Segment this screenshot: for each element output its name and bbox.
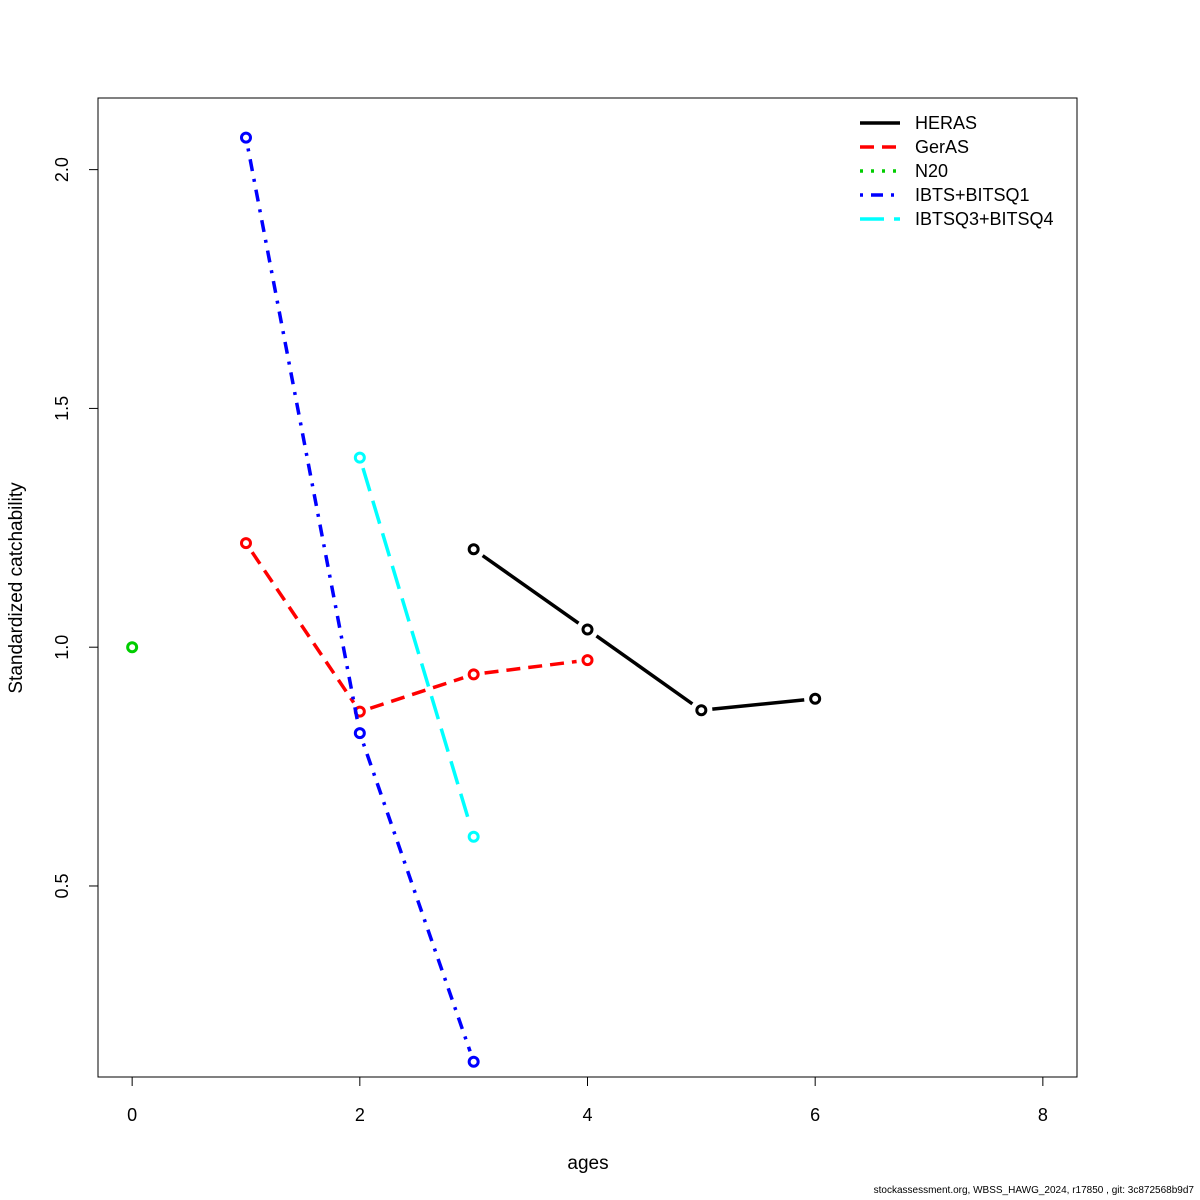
- legend-label: IBTSQ3+BITSQ4: [915, 209, 1054, 229]
- legend-item: N20: [860, 161, 948, 181]
- plot-frame: [97, 97, 1078, 1078]
- data-point: [695, 704, 708, 717]
- series-line-segment: [361, 742, 472, 1052]
- x-axis: 0 2 4 6 8: [127, 1076, 1048, 1125]
- series-line-segment: [595, 634, 694, 706]
- y-tick-label: 1.5: [52, 396, 72, 421]
- series-line-segment: [712, 698, 805, 711]
- x-axis-title: ages: [567, 1153, 608, 1174]
- legend-item: HERAS: [860, 113, 977, 133]
- series-layer: [126, 131, 822, 1068]
- y-axis: 0.5 1.0 1.5 2.0: [52, 157, 99, 898]
- series-line-segment: [484, 659, 577, 675]
- x-tick-label: 6: [810, 1105, 820, 1125]
- data-point: [353, 727, 366, 740]
- legend: HERAS GerAS N20 IBTS+BITSQ1 IBTSQ3+BITSQ4: [860, 113, 1054, 229]
- data-point: [126, 641, 139, 654]
- data-point: [239, 537, 252, 550]
- series-ibtsq3-bitsq4: [353, 451, 480, 843]
- series-ibts-bitsq1: [239, 131, 480, 1068]
- data-point: [581, 623, 594, 636]
- series-line-segment: [481, 554, 580, 625]
- x-tick-label: 8: [1038, 1105, 1048, 1125]
- y-tick-label: 2.0: [52, 157, 72, 182]
- y-tick-label: 0.5: [52, 873, 72, 898]
- legend-label: GerAS: [915, 137, 969, 157]
- data-point: [467, 668, 480, 681]
- legend-label: IBTS+BITSQ1: [915, 185, 1030, 205]
- series-line-segment: [250, 551, 356, 704]
- data-point: [581, 654, 594, 667]
- legend-item: IBTSQ3+BITSQ4: [860, 209, 1054, 229]
- series-geras: [239, 537, 594, 718]
- legend-item: IBTS+BITSQ1: [860, 185, 1030, 205]
- legend-label: N20: [915, 161, 948, 181]
- x-tick-label: 2: [355, 1105, 365, 1125]
- series-line-segment: [369, 676, 464, 710]
- x-tick-label: 4: [582, 1105, 592, 1125]
- legend-item: GerAS: [860, 137, 969, 157]
- data-point: [809, 692, 822, 705]
- data-point: [467, 1055, 480, 1068]
- legend-label: HERAS: [915, 113, 977, 133]
- y-tick-label: 1.0: [52, 635, 72, 660]
- footer-text: stockassessment.org, WBSS_HAWG_2024, r17…: [873, 1185, 1194, 1196]
- data-point: [239, 131, 252, 144]
- series-n20: [126, 641, 139, 654]
- data-point: [467, 830, 480, 843]
- x-tick-label: 0: [127, 1105, 137, 1125]
- series-heras: [467, 543, 822, 717]
- y-axis-title: Standardized catchability: [6, 482, 27, 694]
- data-point: [467, 543, 480, 556]
- series-line-segment: [361, 467, 473, 827]
- data-point: [353, 451, 366, 464]
- series-line-segment: [246, 148, 360, 723]
